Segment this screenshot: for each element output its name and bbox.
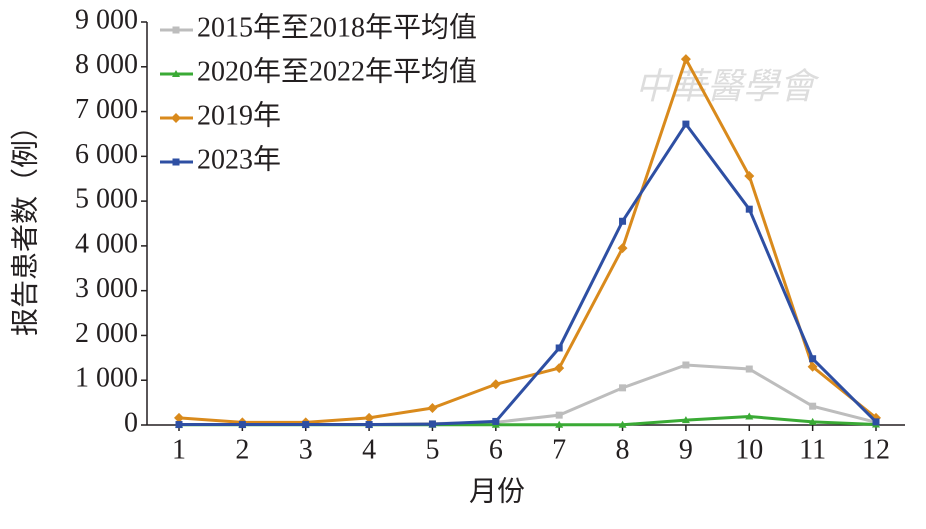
marker: [745, 365, 753, 373]
x-tick-label: 2: [235, 434, 249, 465]
legend-label: 2020年至2022年平均值: [197, 55, 477, 87]
marker: [492, 417, 500, 425]
marker: [172, 158, 180, 166]
marker: [555, 344, 563, 352]
watermark: 中華醫學會: [635, 66, 820, 106]
marker: [680, 54, 691, 65]
x-axis-label: 月份: [469, 475, 525, 507]
marker: [364, 412, 375, 423]
marker: [619, 217, 627, 225]
x-tick-label: 9: [679, 434, 693, 465]
marker: [618, 420, 627, 428]
y-tick-label: 2 000: [75, 318, 138, 349]
marker: [555, 411, 563, 419]
line: [178, 55, 877, 424]
y-tick-label: 9 000: [75, 4, 138, 35]
marker: [365, 421, 373, 429]
x-tick-label: 7: [552, 434, 566, 465]
marker: [617, 243, 628, 254]
marker: [745, 205, 753, 213]
marker: [172, 70, 180, 77]
marker: [175, 421, 183, 429]
y-tick-label: 5 000: [75, 184, 138, 215]
marker: [808, 417, 817, 425]
y-tick-label: 0: [124, 407, 138, 438]
marker: [807, 361, 818, 372]
y-tick-label: 7 000: [75, 94, 138, 125]
x-tick-label: 5: [425, 434, 439, 465]
marker: [681, 416, 690, 424]
marker: [745, 412, 754, 420]
marker: [682, 120, 690, 128]
y-tick-label: 4 000: [75, 228, 138, 259]
x-tick-label: 1: [172, 434, 186, 465]
y-tick-label: 3 000: [75, 273, 138, 304]
x-tick-label: 10: [735, 434, 763, 465]
y-tick-label: 8 000: [75, 49, 138, 80]
x-tick-label: 12: [862, 434, 890, 465]
marker: [872, 418, 880, 426]
marker: [302, 421, 310, 429]
marker: [490, 379, 501, 390]
legend-label: 2015年至2018年平均值: [197, 11, 477, 43]
marker: [172, 26, 180, 34]
marker: [809, 402, 817, 410]
x-tick-label: 11: [799, 434, 826, 465]
marker: [174, 412, 184, 423]
marker: [682, 361, 690, 369]
line: [179, 121, 878, 427]
marker: [238, 421, 246, 429]
marker: [554, 363, 565, 374]
legend-label: 2023年: [197, 143, 281, 175]
y-axis-label: 报告患者数（例）: [9, 112, 41, 336]
line: [179, 363, 877, 427]
x-tick-label: 8: [616, 434, 630, 465]
marker: [744, 171, 755, 182]
y-tick-label: 1 000: [75, 363, 138, 394]
marker: [619, 384, 627, 392]
marker: [171, 113, 181, 123]
legend-label: 2019年: [197, 99, 281, 131]
marker: [427, 402, 438, 413]
marker: [428, 420, 436, 428]
marker: [809, 355, 817, 363]
x-tick-label: 3: [299, 434, 313, 465]
y-tick-label: 6 000: [75, 139, 138, 170]
x-tick-label: 6: [489, 434, 503, 465]
marker: [555, 420, 564, 428]
x-tick-label: 4: [362, 434, 376, 465]
